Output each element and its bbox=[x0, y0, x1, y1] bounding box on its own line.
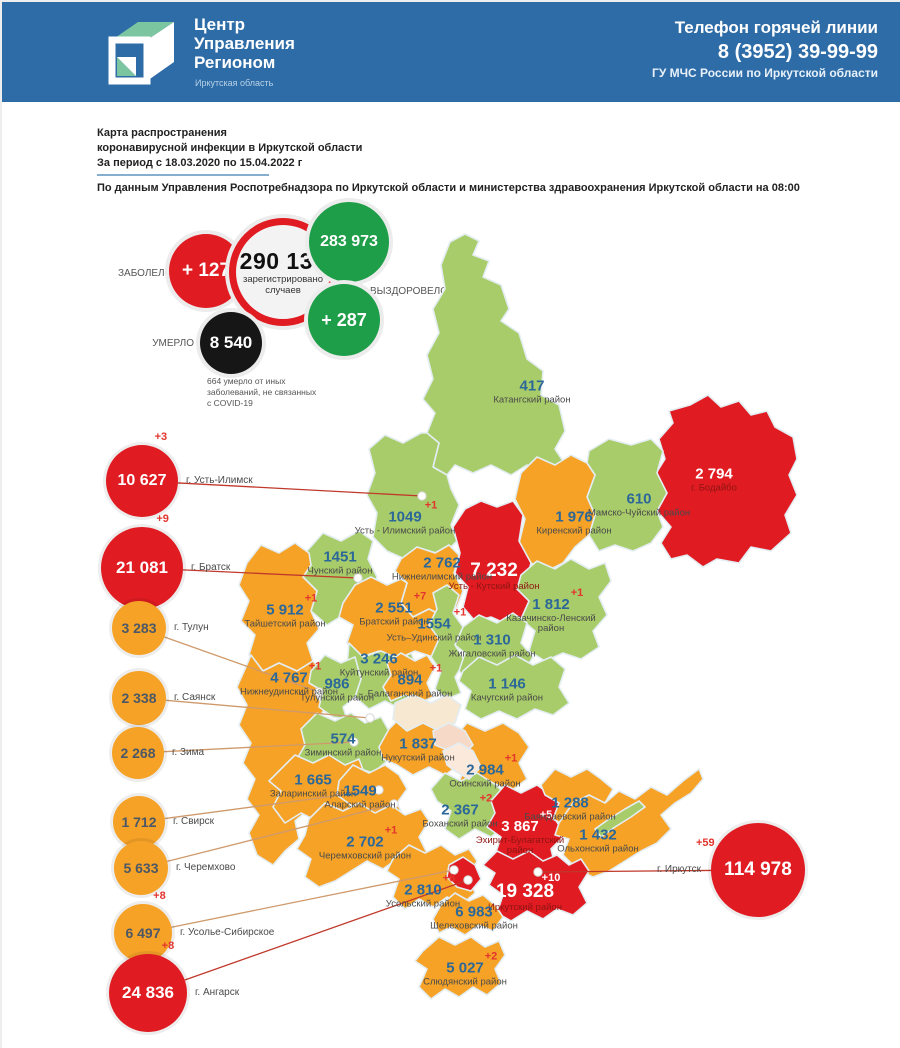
connector-line-zima bbox=[163, 741, 355, 753]
district-shape-irkutsky bbox=[482, 850, 590, 922]
sick-delta-value: + 127 bbox=[181, 260, 231, 281]
title-underline bbox=[97, 174, 269, 176]
city-dot-irkutsk bbox=[533, 867, 543, 877]
city-circle-cheremkhovo: 5 633 bbox=[114, 841, 168, 895]
district-shape-bodaibinsky bbox=[654, 394, 798, 568]
district-shape-taishetsky bbox=[238, 542, 320, 672]
city-label-irkutsk: г. Иркутск bbox=[656, 864, 701, 875]
connector-line-cheremkhovo bbox=[167, 803, 395, 863]
city-dot-ust-ilimsk bbox=[417, 491, 427, 501]
city-delta-ust-ilimsk: +3 bbox=[154, 431, 168, 443]
city-circle-ust-ilimsk: 10 627 bbox=[106, 445, 178, 517]
connector-line-irkutsk bbox=[537, 869, 712, 873]
region-control-center-logo-icon bbox=[108, 22, 174, 85]
city-dot-cheremkhovo bbox=[389, 799, 399, 809]
city-circle-tulun: 3 283 bbox=[112, 601, 166, 655]
connector-line-usolye bbox=[171, 869, 455, 928]
reservoir-shape bbox=[392, 694, 462, 732]
district-shape-katangsky bbox=[422, 233, 566, 476]
city-dot-zima bbox=[349, 737, 359, 747]
died-value: 8 540 bbox=[209, 333, 253, 352]
recovered-total-circle: 283 973 bbox=[309, 202, 389, 282]
city-label-tulun: г. Тулун bbox=[174, 622, 209, 633]
city-delta-angarsk: +8 bbox=[161, 940, 175, 952]
sick-label: ЗАБОЛЕЛО bbox=[118, 268, 173, 279]
recovered-delta-circle: + 287 bbox=[308, 284, 380, 356]
city-enclave-shape bbox=[446, 856, 482, 892]
hotline-org: ГУ МЧС России по Иркутской области bbox=[652, 66, 878, 80]
connector-lines bbox=[163, 482, 712, 981]
died-note: 664 умерло от иных заболеваний, не связа… bbox=[207, 376, 317, 409]
connector-line-bratsk bbox=[182, 569, 359, 579]
city-label-bratsk: г. Братск bbox=[191, 562, 231, 573]
connector-line-ust-ilimsk bbox=[177, 482, 423, 497]
city-dot-bratsk bbox=[353, 573, 363, 583]
city-circle-zima: 2 268 bbox=[112, 727, 164, 779]
header-bar: Центр Управления Регионом Иркутская обла… bbox=[2, 2, 900, 102]
city-delta-usolye: +8 bbox=[153, 890, 166, 902]
city-dot-sayansk bbox=[365, 713, 375, 723]
city-dot-tulun bbox=[314, 687, 324, 697]
connector-line-svirsk bbox=[164, 789, 380, 820]
city-label-cheremkhovo: г. Черемхово bbox=[176, 862, 236, 873]
city-label-zima: г. Зима bbox=[172, 747, 205, 758]
city-circle-angarsk: 24 836 bbox=[109, 954, 187, 1032]
city-dot-angarsk bbox=[463, 875, 473, 885]
city-label-usolye: г. Усолье-Сибирское bbox=[180, 927, 275, 938]
city-circle-sayansk: 2 338 bbox=[112, 671, 166, 725]
city-circle-usolye: 6 497 bbox=[114, 904, 172, 962]
district-shape-kirensky bbox=[514, 454, 596, 572]
district-shape-balagansky bbox=[382, 652, 436, 704]
city-circle-svirsk: 1 712 bbox=[113, 796, 165, 848]
hotline-phone: 8 (3952) 39-99-99 bbox=[717, 41, 878, 63]
died-total-circle: 8 540 bbox=[200, 312, 262, 374]
city-circle-irkutsk: 114 978 bbox=[711, 823, 805, 917]
map-title: Карта распространения коронавирусной инф… bbox=[97, 127, 363, 169]
district-shape-shelekhovsky bbox=[432, 892, 504, 936]
district-shape-kachugsky bbox=[458, 654, 570, 720]
connector-line-tulun bbox=[164, 636, 320, 693]
city-circle-bratsk: 21 081 bbox=[101, 527, 183, 609]
recovered-value: 283 973 bbox=[320, 233, 378, 250]
district-shape-mamsko bbox=[586, 438, 668, 552]
reservoir-shape bbox=[442, 742, 482, 780]
city-dot-svirsk bbox=[374, 785, 384, 795]
registered-caption: зарегистрировано случаев bbox=[243, 273, 323, 296]
recovered-delta-value: + 287 bbox=[321, 309, 367, 330]
hotline-title: Телефон горячей линии bbox=[674, 18, 878, 37]
logo-title: Центр Управления Регионом bbox=[194, 15, 295, 73]
olkhon-island-shape bbox=[594, 800, 646, 838]
city-label-angarsk: г. Ангарск bbox=[195, 987, 240, 998]
city-delta-bratsk: +9 bbox=[156, 513, 169, 525]
city-delta-irkutsk: +59 bbox=[696, 837, 715, 849]
hotline-block: Телефон горячей линии 8 (3952) 39-99-99 … bbox=[652, 18, 878, 80]
logo-subtitle: Иркутская область bbox=[195, 78, 274, 88]
map-decor bbox=[392, 694, 646, 892]
city-label-sayansk: г. Саянск bbox=[174, 692, 216, 703]
city-label-ust-ilimsk: г. Усть-Илимск bbox=[186, 475, 253, 486]
city-dots bbox=[314, 491, 543, 885]
district-shape-slyudyansky bbox=[414, 936, 506, 1000]
sick-delta-circle: + 127 bbox=[169, 234, 243, 308]
district-shape-kazachinsky bbox=[516, 558, 612, 662]
district-shapes bbox=[236, 233, 798, 1000]
connector-line-sayansk bbox=[165, 699, 371, 719]
died-label: УМЕРЛО bbox=[152, 338, 194, 349]
data-source-line: По данным Управления Роспотребнадзора по… bbox=[97, 182, 800, 194]
connector-line-angarsk bbox=[184, 879, 469, 981]
recovered-label: ВЫЗДОРОВЕЛО bbox=[370, 286, 449, 297]
city-dot-usolye bbox=[449, 865, 459, 875]
city-label-svirsk: г. Свирск bbox=[173, 816, 215, 827]
district-shape-ustudinsky bbox=[428, 584, 466, 700]
